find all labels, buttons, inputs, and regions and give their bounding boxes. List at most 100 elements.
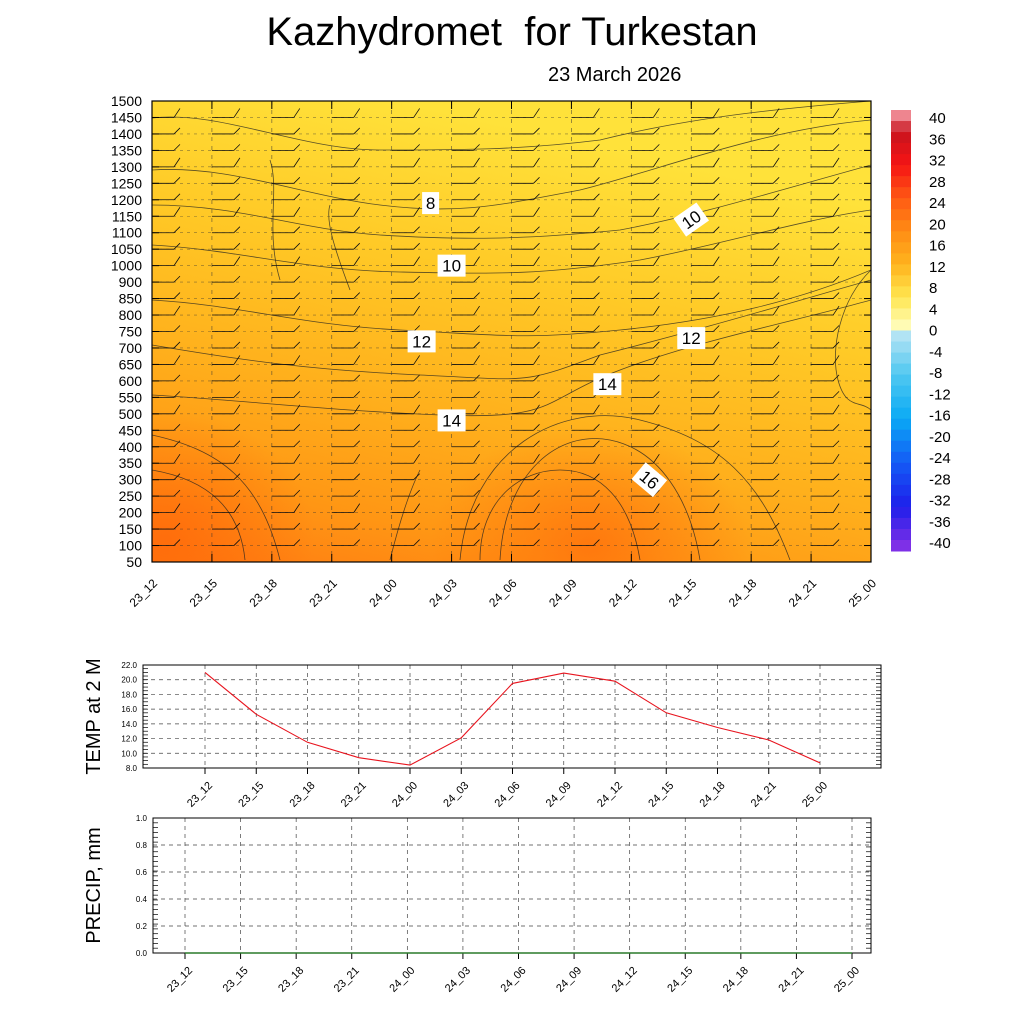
contour-label: 14 [437,409,466,432]
colorbar-segment [891,143,911,155]
wind-barb [271,355,301,365]
contour-label: 12 [407,330,436,353]
y-tick-label: 0.6 [136,868,148,877]
colorbar-tick-label: -16 [929,408,951,425]
wind-barb [751,275,780,283]
wind-barb [211,108,241,118]
wind-barb [571,539,600,546]
colorbar-segment [891,396,911,409]
wind-barb [391,391,420,398]
contour-label-box [677,327,706,350]
wind-barb [751,207,780,217]
wind-barb [751,127,780,135]
y-tick-label: 0.2 [136,922,148,931]
x-tick-label: 23_12 [127,576,161,610]
wind-barb [211,127,241,135]
colorbar-segment [891,517,911,530]
wind-barb [631,108,660,118]
colorbar-segment [891,473,911,486]
wind-barb [571,101,594,102]
wind-barb [331,489,361,497]
y-tick-label: 900 [119,274,143,290]
wind-barb [631,341,660,349]
wind-barb [331,157,361,168]
x-tick-label: 24_15 [666,576,700,610]
wind-barb [691,108,720,118]
wind-barb [751,424,780,431]
colorbar-segment [891,308,911,320]
colorbar-segment [891,539,911,552]
wind-barb [271,256,301,267]
wind-barb [751,256,780,267]
wind-barb [211,374,241,382]
wind-barb [331,391,361,398]
x-tick-label: 24_06 [493,780,523,810]
x-tick-label: 24_00 [387,965,417,995]
wind-barb [691,424,720,431]
wind-barb [571,275,600,283]
wind-barb [751,539,780,546]
colorbar-segment [891,418,911,431]
wind-barb [331,226,361,234]
wind-barb [691,226,720,234]
colorbar-tick-label: -8 [929,365,942,382]
wind-barb [391,305,420,316]
wind-barb [331,275,361,283]
wind-barb [751,193,780,201]
x-tick-label: 24_09 [554,965,584,995]
wind-barb [511,489,540,497]
contour-line [328,204,351,291]
wind-barb [271,177,301,184]
colorbar-segment [891,198,911,210]
contour-label-text: 14 [598,375,617,394]
wind-barb [331,424,361,431]
wind-barb [271,473,301,481]
wind-barb [571,404,600,415]
x-tick-label: 24_00 [366,576,400,610]
colorbar-segment [891,242,911,254]
wind-barb [811,275,840,283]
wind-barb [511,355,540,365]
contour-label-text: 12 [682,329,701,348]
wind-barb [391,473,420,481]
wind-barb [811,522,840,530]
wind-barb [811,374,840,382]
wind-barb [631,424,660,431]
wind-barb [571,453,600,464]
colorbar-tick-label: -20 [929,429,951,446]
wind-barb [331,503,361,514]
x-tick-label: 24_18 [698,780,728,810]
wind-barb [331,374,361,382]
colorbar-segment [891,231,911,243]
wind-barb [451,341,480,349]
colorbar-segment [891,440,911,453]
colorbar-tick-label: 16 [929,238,946,255]
y-tick-label: 1500 [111,93,142,109]
wind-barb [271,101,295,102]
x-tick-label: 23_15 [236,780,266,810]
wind-barb [691,305,720,316]
wind-barb [631,256,660,267]
wind-barb [571,256,600,267]
colorbar-tick-label: 12 [929,259,946,276]
wind-barb [751,108,780,118]
x-tick-label: 24_21 [776,965,806,995]
wind-barb [511,424,540,431]
wind-barb [511,391,540,398]
wind-barb [511,256,540,267]
wind-barb [811,539,840,546]
wind-barb [811,440,840,448]
x-tick-label: 24_09 [546,576,580,610]
wind-barb [211,242,241,250]
wind-barb [811,341,840,349]
wind-barb [691,292,720,299]
heat-core-left [152,410,315,562]
wind-barb [811,489,840,497]
x-tick-label: 24_03 [443,965,473,995]
y-tick-label: 550 [119,389,143,405]
wind-barb [271,440,301,448]
wind-barb [691,193,720,201]
colorbar: 4036322824201612840-4-8-12-16-20-24-28-3… [891,110,951,552]
colorbar-tick-label: 8 [929,280,937,297]
